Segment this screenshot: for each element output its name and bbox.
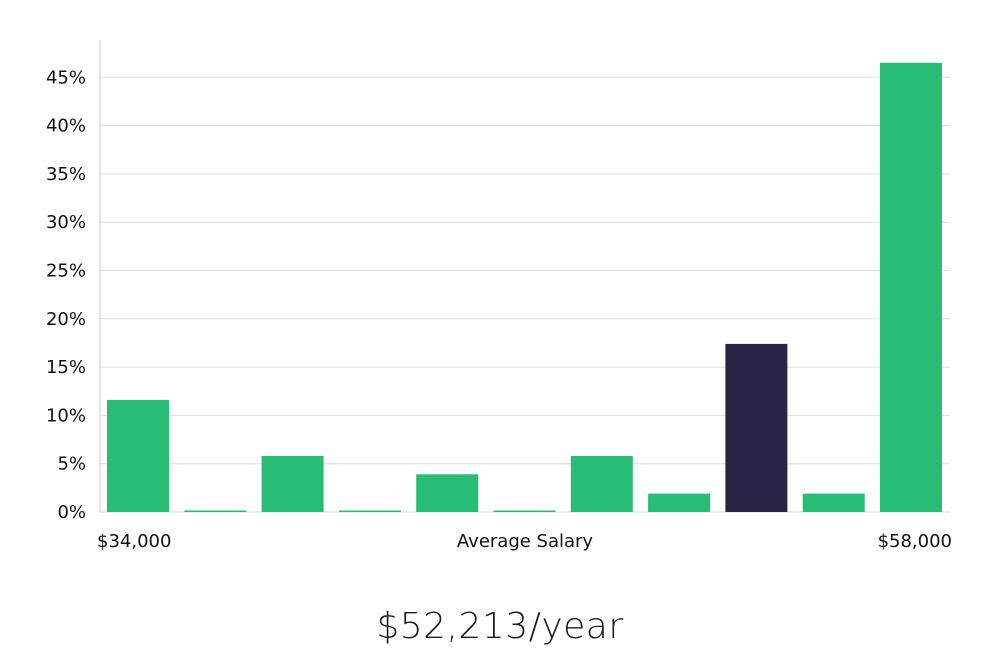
gridlines: [100, 76, 950, 513]
histogram-bar: [338, 510, 401, 512]
x-axis-title: Average Salary: [457, 531, 594, 552]
histogram-bar: [493, 510, 556, 512]
histogram-bar: [261, 456, 324, 512]
x-min-label: $34,000: [97, 531, 171, 552]
y-tick-label: 45%: [46, 67, 86, 88]
y-tick-label: 40%: [46, 116, 86, 137]
y-tick-label: 25%: [46, 261, 86, 282]
histogram-bar: [416, 474, 479, 512]
histogram-bar: [648, 493, 711, 512]
histogram-bar-highlighted: [725, 343, 788, 512]
y-tick-label: 30%: [46, 212, 86, 233]
average-salary-summary: $52,213/year: [376, 606, 624, 647]
y-tick-label: 5%: [57, 454, 86, 475]
bars: [107, 62, 942, 513]
y-axis-ticks: 0% 5% 10% 15% 20% 25% 30% 35% 40% 45%: [46, 67, 86, 523]
y-tick-label: 15%: [46, 357, 86, 378]
histogram-bar: [570, 456, 633, 512]
histogram-bar: [802, 493, 865, 512]
y-tick-label: 0%: [57, 502, 86, 523]
histogram-bar: [880, 62, 942, 513]
y-tick-label: 10%: [46, 405, 86, 426]
histogram-bar: [107, 399, 169, 512]
salary-histogram: 0% 5% 10% 15% 20% 25% 30% 35% 40% 45% $34,000 Ave…: [46, 40, 952, 552]
y-tick-label: 35%: [46, 164, 86, 185]
x-max-label: $58,000: [878, 531, 952, 552]
y-tick-label: 20%: [46, 309, 86, 330]
histogram-bar: [184, 510, 247, 512]
